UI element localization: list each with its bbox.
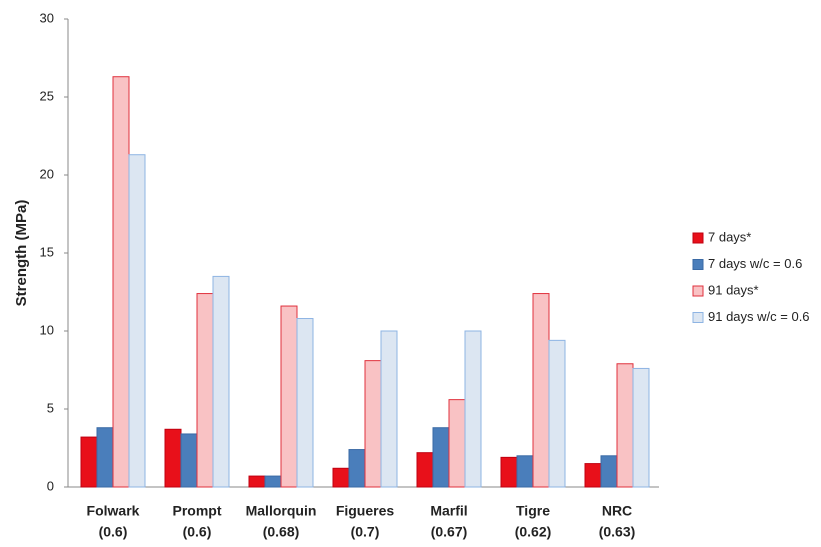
legend-swatch [692,259,704,270]
bar [248,475,266,488]
x-tick-label: (0.7) [351,524,380,540]
legend-label: 7 days w/c = 0.6 [708,256,802,271]
x-tick-label: Marfil [430,503,467,519]
bar [584,463,602,488]
bar [516,455,534,488]
bar [448,399,466,488]
bar [364,360,382,488]
x-tick-label: Mallorquin [246,503,317,519]
x-tick-label: (0.6) [99,524,128,540]
legend-label: 91 days w/c = 0.6 [708,309,810,324]
x-tick-label: NRC [602,503,632,519]
x-tick-label: (0.68) [263,524,300,540]
y-tick-label: 5 [47,400,54,415]
y-tick-label: 25 [40,88,54,103]
bar [296,318,314,488]
bar [380,330,398,488]
x-tick-label: Figueres [336,503,395,519]
legend-swatch [692,312,704,323]
bar [348,449,366,488]
bar [128,154,146,488]
bar [280,305,298,488]
bar [532,293,550,488]
y-tick-label: 10 [40,322,54,337]
bar [196,293,214,488]
y-tick-label: 30 [40,10,54,25]
bar [212,275,230,488]
bar [96,427,114,488]
bar [500,456,518,488]
bar [332,467,350,488]
x-tick-label: (0.67) [431,524,468,540]
y-tick-label: 0 [47,478,54,493]
legend-label: 91 days* [708,282,759,297]
bar [416,452,434,488]
y-tick-label: 20 [40,166,54,181]
x-tick-label: (0.63) [599,524,636,540]
y-axis-label: Strength (MPa) [13,200,30,307]
bar [112,76,130,488]
y-tick-label: 15 [40,244,54,259]
bar [432,427,450,488]
x-tick-label: Tigre [516,503,550,519]
bar [616,363,634,488]
x-tick-label: (0.62) [515,524,552,540]
bar [164,428,182,488]
legend-swatch [692,285,704,297]
legend-swatch [692,232,704,244]
x-tick-label: Prompt [173,503,222,519]
bar [632,367,650,488]
bar [548,339,566,488]
bar [180,433,198,488]
bar [464,330,482,488]
bar [264,475,282,488]
x-tick-label: (0.6) [183,524,212,540]
legend-label: 7 days* [708,229,751,244]
bar [600,455,618,488]
x-tick-label: Folwark [87,503,140,519]
bar [80,436,98,488]
